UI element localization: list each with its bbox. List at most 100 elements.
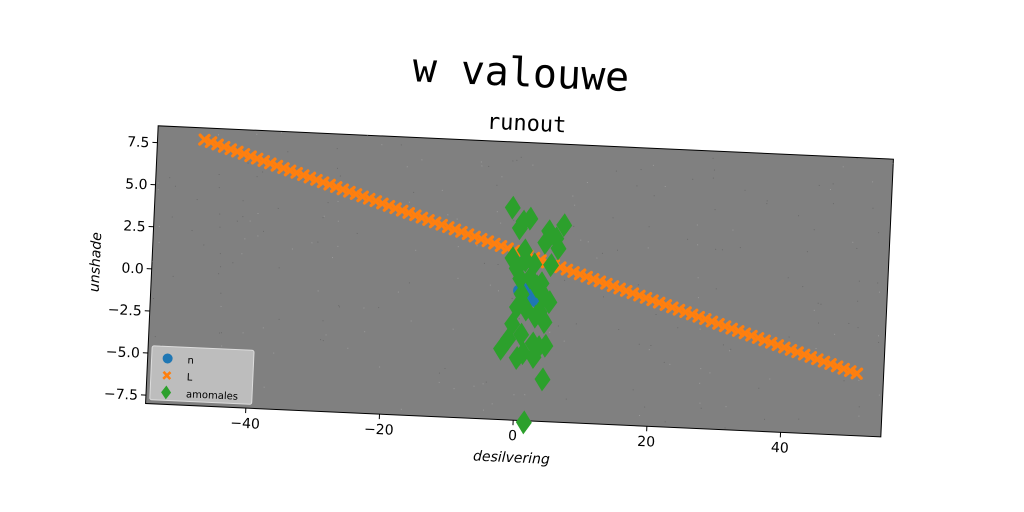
data-point-amomales bbox=[534, 367, 551, 392]
texture-dot bbox=[220, 292, 222, 294]
texture-dot bbox=[857, 300, 859, 302]
texture-dot bbox=[709, 372, 711, 374]
texture-dot bbox=[381, 144, 383, 146]
texture-dot bbox=[817, 302, 819, 304]
texture-dot bbox=[378, 307, 380, 309]
texture-dot bbox=[500, 222, 502, 224]
data-point-amomales bbox=[508, 256, 525, 281]
texture-dot bbox=[712, 177, 714, 179]
x-axis-label: desilvering bbox=[473, 448, 551, 467]
texture-dot bbox=[878, 291, 880, 293]
texture-dot bbox=[220, 332, 222, 334]
texture-dot bbox=[331, 257, 334, 259]
texture-dot bbox=[483, 262, 485, 264]
data-point-amomales bbox=[512, 266, 529, 291]
texture-dot bbox=[291, 248, 293, 250]
y-tick-label: 0.0 bbox=[121, 261, 144, 278]
texture-dot bbox=[356, 232, 358, 234]
texture-dot bbox=[157, 189, 159, 191]
y-tick-label: −2.5 bbox=[107, 302, 142, 320]
texture-dot bbox=[339, 175, 341, 177]
texture-dot bbox=[586, 182, 588, 184]
texture-dot bbox=[788, 336, 790, 338]
texture-dot bbox=[203, 244, 205, 246]
texture-dot bbox=[280, 132, 283, 134]
texture-dot bbox=[476, 245, 478, 247]
texture-dot bbox=[444, 367, 446, 369]
texture-dot bbox=[247, 162, 249, 164]
texture-dot bbox=[174, 185, 176, 187]
texture-dot bbox=[453, 388, 455, 390]
data-point-amomales bbox=[525, 345, 542, 370]
texture-dot bbox=[856, 247, 858, 249]
texture-dot bbox=[482, 409, 485, 411]
data-point-amomales bbox=[504, 195, 521, 220]
texture-dot bbox=[815, 347, 817, 349]
texture-dot bbox=[697, 244, 699, 246]
texture-dot bbox=[664, 185, 666, 187]
texture-dot bbox=[817, 322, 820, 324]
data-point-amomales bbox=[522, 265, 539, 290]
texture-dot bbox=[699, 328, 701, 330]
texture-dot bbox=[337, 200, 339, 202]
texture-dot bbox=[501, 176, 503, 178]
texture-dot bbox=[520, 156, 522, 158]
texture-dot bbox=[518, 318, 520, 320]
texture-dot bbox=[524, 394, 526, 396]
texture-dot bbox=[715, 248, 717, 250]
texture-dot bbox=[848, 322, 850, 324]
y-tick-label: 7.5 bbox=[127, 134, 150, 151]
texture-dot bbox=[273, 352, 275, 354]
texture-dot bbox=[664, 421, 666, 423]
texture-dot bbox=[834, 333, 836, 335]
texture-dot bbox=[457, 277, 459, 279]
texture-dot bbox=[413, 191, 415, 193]
data-point-amomales bbox=[528, 274, 545, 299]
texture-dot bbox=[700, 407, 702, 409]
texture-dot bbox=[320, 339, 322, 341]
chart-title: w valouwe bbox=[412, 45, 631, 101]
texture-dot bbox=[325, 334, 327, 336]
texture-dot bbox=[364, 331, 366, 333]
texture-dot bbox=[218, 187, 220, 189]
texture-dot bbox=[721, 249, 723, 251]
texture-dot bbox=[219, 332, 221, 334]
legend-box bbox=[149, 345, 255, 405]
texture-dot bbox=[257, 212, 259, 215]
texture-dot bbox=[481, 165, 483, 167]
texture-dot bbox=[663, 361, 665, 363]
texture-dot bbox=[813, 309, 815, 311]
texture-dot bbox=[339, 306, 341, 308]
data-point-amomales bbox=[513, 322, 530, 347]
data-point-amomales bbox=[536, 310, 553, 335]
texture-dot bbox=[452, 328, 454, 330]
texture-dot bbox=[153, 297, 155, 299]
texture-dot bbox=[724, 427, 726, 429]
data-point-amomales bbox=[527, 304, 544, 329]
texture-dot bbox=[872, 207, 874, 209]
texture-dot bbox=[806, 251, 808, 253]
texture-dot bbox=[480, 161, 482, 163]
legend-marker-n bbox=[162, 353, 173, 364]
texture-dot bbox=[700, 368, 702, 370]
texture-dot bbox=[858, 280, 860, 282]
texture-dot bbox=[277, 207, 279, 209]
texture-dot bbox=[798, 215, 800, 217]
texture-dot bbox=[640, 169, 642, 171]
legend-marker-L bbox=[162, 370, 172, 380]
texture-dot bbox=[158, 241, 160, 243]
texture-dot bbox=[766, 203, 768, 205]
texture-dot bbox=[636, 185, 638, 187]
texture-dot bbox=[653, 195, 655, 197]
texture-dot bbox=[400, 408, 402, 410]
texture-dot bbox=[363, 307, 365, 309]
texture-dot bbox=[573, 225, 575, 227]
texture-dot bbox=[758, 387, 760, 389]
data-point-amomales bbox=[522, 206, 539, 231]
texture-dot bbox=[397, 291, 399, 293]
texture-dot bbox=[699, 382, 701, 384]
texture-dot bbox=[218, 273, 220, 275]
texture-dot bbox=[262, 230, 265, 232]
texture-dot bbox=[892, 163, 894, 165]
